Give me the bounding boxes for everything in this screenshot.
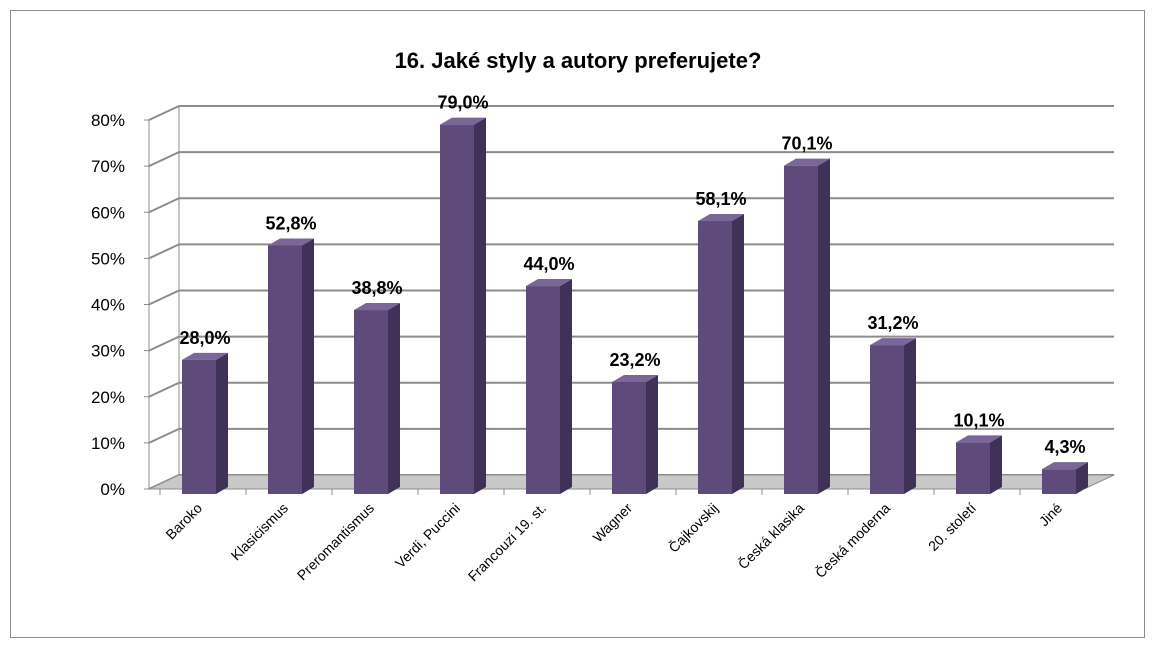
y-tick-label: 50% [91,249,125,268]
category-label: Čajkovskij [665,500,721,556]
bar-top [354,303,400,311]
bar-top [784,158,830,166]
data-label: 44,0% [523,254,574,274]
y-tick-label: 80% [91,111,125,130]
bar-top [1042,462,1088,470]
data-label: 38,8% [351,278,402,298]
y-tick-label: 10% [91,434,125,453]
bar-side [302,238,314,494]
category-label: Verdi, Puccini [392,500,463,571]
bar-top [182,352,228,360]
bar [870,345,904,494]
bar-side [388,303,400,494]
category-label: Klasicismus [228,500,292,564]
data-label: 31,2% [867,313,918,333]
y-tick-label: 60% [91,203,125,222]
category-label: Francouzi 19. st. [465,500,549,584]
bar-side [216,352,228,494]
y-tick-label: 70% [91,157,125,176]
chart-title: 16. Jaké styly a autory preferujete? [395,48,762,73]
bar [1042,469,1076,494]
bar-top [870,338,916,346]
bar-side [904,338,916,494]
category-label: 20. století [925,500,979,554]
y-tick-label: 0% [100,480,125,499]
data-label: 4,3% [1044,437,1085,457]
y-tick-label: 40% [91,296,125,315]
data-label: 10,1% [953,410,1004,430]
gridline [148,105,1114,121]
category-label: Česká moderna [812,500,893,581]
chart-frame: 16. Jaké styly a autory preferujete? 0% 1… [10,10,1145,638]
bar-top [526,279,572,287]
bar [354,310,388,494]
bar [612,381,646,494]
bar-side [1076,462,1088,494]
category-label: Baroko [162,500,205,543]
data-label: 28,0% [179,328,230,348]
category-label: Preromantismus [294,500,377,583]
bar [182,359,216,494]
bar-side [560,279,572,494]
bar [698,221,732,495]
bar [268,245,302,494]
bar [956,442,990,494]
bar-top [612,374,658,382]
bar-top [440,117,486,125]
data-label: 58,1% [695,189,746,209]
bar-side [474,117,486,495]
bar-top [956,435,1002,443]
column-chart: 16. Jaké styly a autory preferujete? 0% 1… [91,48,1115,584]
bar-side [646,374,658,494]
y-tick-label: 30% [91,342,125,361]
y-tick-label: 20% [91,388,125,407]
category-label: Česká klasika [735,500,808,573]
bar-side [732,214,744,495]
gridline [148,151,1114,168]
data-label: 70,1% [781,134,832,154]
bar-top [268,238,314,246]
data-label: 52,8% [265,213,316,233]
bar-side [990,435,1002,494]
bar-top [698,214,744,222]
bar-side [818,158,830,494]
category-label: Jiné [1036,500,1066,530]
category-label: Wagner [590,500,636,546]
data-label: 79,0% [437,93,488,113]
bar [526,286,560,494]
bar [440,124,474,495]
data-label: 23,2% [609,350,660,370]
gridline [148,197,1114,214]
bar [784,165,818,494]
